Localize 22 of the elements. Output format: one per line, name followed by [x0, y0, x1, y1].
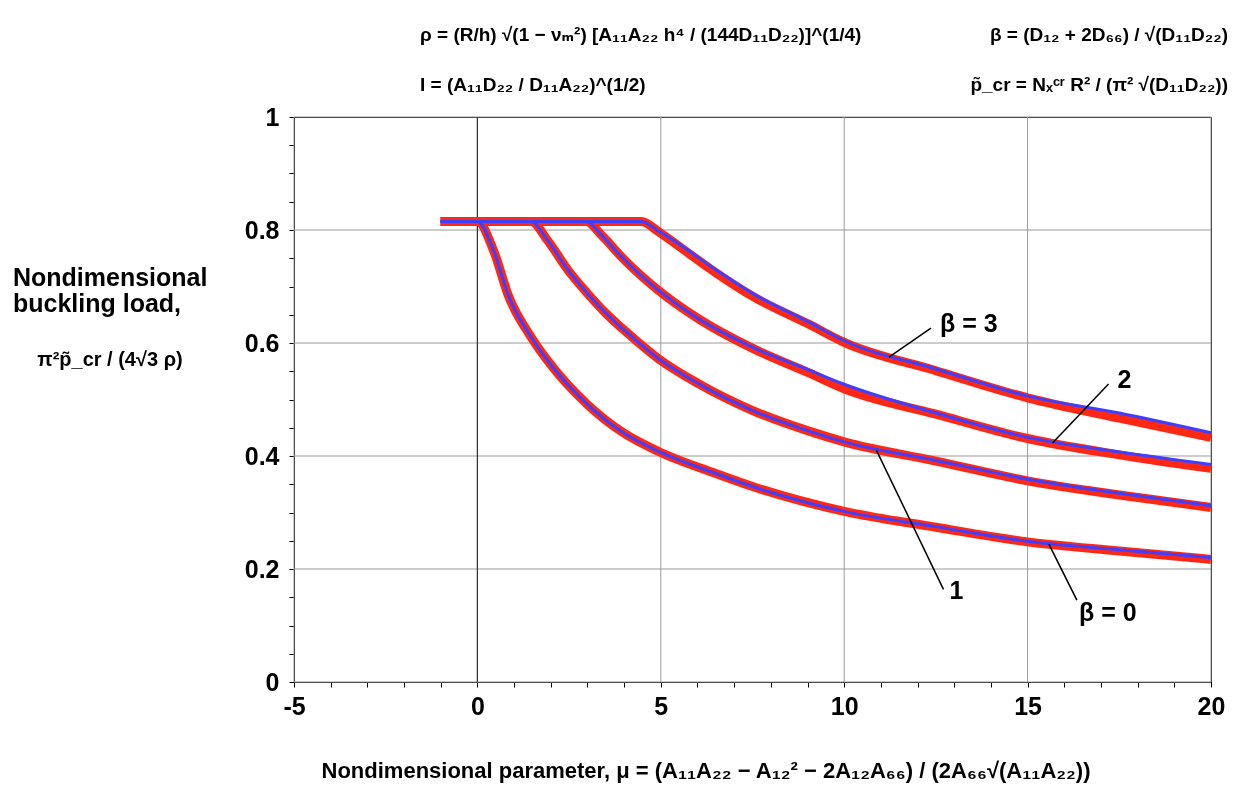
y-tick-label: 1 — [265, 102, 280, 131]
text: β = (D₁₂ + 2D₆₆) / √(D₁₁D₂₂) — [989, 24, 1228, 45]
annotation: 2 — [1117, 365, 1132, 394]
x-tick-label: 0 — [470, 691, 485, 720]
text: p̃_cr = Nₓᶜʳ R² / (π² √(D₁₁D₂₂)) — [970, 74, 1228, 95]
x-tick-label: 20 — [1197, 691, 1226, 720]
annotation: β = 3 — [940, 309, 998, 338]
y-tick-label: 0 — [265, 667, 280, 696]
x-tick-label: 10 — [830, 691, 859, 720]
text: I = (A₁₁D₂₂ / D₁₁A₂₂)^(1/2) — [420, 74, 646, 95]
text: Nondimensional buckling load, π²p̃_cr / (4√3 ρ) — [13, 263, 208, 370]
x-tick-label: 5 — [654, 691, 669, 720]
x-tick-label: 15 — [1014, 691, 1043, 720]
y-tick-label: 0.2 — [244, 554, 280, 583]
annotation: 1 — [949, 576, 964, 605]
y-tick-label: 0.4 — [244, 441, 280, 470]
y-tick-label: 0.8 — [244, 215, 280, 244]
x-tick-label: -5 — [283, 691, 306, 720]
annotation: β = 0 — [1079, 598, 1137, 627]
y-tick-label: 0.6 — [244, 328, 280, 357]
x-axis-title: Nondimensional parameter, μ = (A₁₁A₂₂ − A₁₂² − 2A₁₂A₆₆) / (2A₆₆√(A₁₁A₂₂)) — [321, 758, 1091, 783]
text: ρ = (R/h) √(1 − νₘ²) [A₁₁A₂₂ h⁴ / (144D₁₁D₂₂)]^(1/4) — [420, 24, 862, 45]
